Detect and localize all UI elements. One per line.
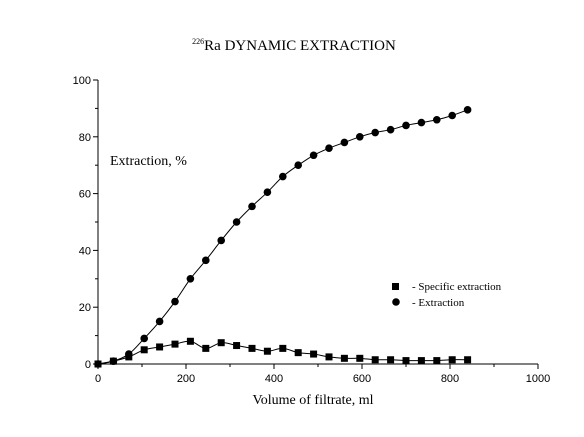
x-axis-label: Volume of filtrate, ml (252, 393, 373, 408)
x-tick-label-600: 600 (353, 373, 371, 385)
y-tick-label-40: 40 (79, 245, 91, 257)
point-extraction (402, 121, 410, 130)
plot-area: 0 200 400 600 800 1000 0 20 40 60 80 100 (73, 75, 551, 385)
point-specific-extraction (233, 342, 241, 350)
legend: - Specific extraction - Extraction (392, 281, 502, 309)
point-extraction (202, 256, 210, 265)
point-specific-extraction (340, 354, 348, 362)
title-main: Ra DYNAMIC EXTRACTION (204, 38, 396, 54)
point-specific-extraction (294, 349, 302, 357)
point-extraction (155, 317, 164, 326)
point-extraction (232, 218, 241, 226)
y-tick-label-80: 80 (79, 132, 91, 144)
extraction-annotation: Extraction, % (110, 154, 187, 169)
point-specific-extraction (433, 357, 441, 365)
series-line-0 (97, 340, 468, 365)
point-extraction (186, 275, 195, 283)
point-specific-extraction (356, 354, 364, 362)
point-extraction (309, 151, 318, 160)
series-line-1 (97, 109, 468, 365)
point-specific-extraction (248, 344, 256, 352)
point-extraction (263, 188, 272, 196)
point-extraction (433, 115, 441, 124)
y-tick-label-60: 60 (79, 189, 91, 201)
legend-marker-specific-extraction (392, 283, 399, 290)
title-superscript: 226 (192, 37, 204, 46)
x-tick-label-200: 200 (177, 373, 195, 385)
point-extraction (294, 161, 303, 169)
point-specific-extraction (448, 356, 456, 364)
point-specific-extraction (387, 356, 395, 364)
point-extraction (463, 106, 472, 114)
point-specific-extraction (140, 346, 148, 354)
point-extraction (448, 111, 457, 120)
x-tick-label-400: 400 (265, 373, 283, 385)
y-tick-label-0: 0 (85, 359, 91, 371)
point-extraction (386, 125, 395, 134)
point-extraction (171, 297, 179, 306)
point-extraction (217, 236, 225, 245)
x-tick-label-0: 0 (95, 373, 101, 385)
point-extraction (279, 172, 287, 181)
point-specific-extraction (402, 357, 410, 365)
point-specific-extraction (279, 344, 287, 352)
point-extraction (325, 144, 333, 152)
point-specific-extraction (171, 340, 179, 348)
point-extraction (340, 138, 349, 147)
x-tick-label-800: 800 (441, 373, 459, 385)
point-extraction (140, 334, 148, 343)
point-extraction (248, 202, 256, 211)
point-extraction (356, 133, 364, 141)
point-specific-extraction (464, 356, 472, 364)
legend-label-specific-extraction: - Specific extraction (412, 281, 502, 293)
point-specific-extraction (186, 337, 194, 345)
point-extraction (109, 357, 118, 365)
y-tick-label-100: 100 (73, 75, 91, 87)
x-tick-label-1000: 1000 (526, 373, 550, 385)
point-specific-extraction (371, 356, 379, 364)
point-extraction (94, 360, 102, 368)
legend-marker-extraction (392, 298, 400, 306)
legend-label-extraction: - Extraction (412, 297, 465, 309)
point-extraction (371, 128, 380, 137)
point-specific-extraction (156, 343, 164, 351)
point-specific-extraction (217, 339, 225, 347)
point-specific-extraction (310, 350, 318, 358)
point-specific-extraction (263, 347, 271, 355)
chart-title: 226Ra DYNAMIC EXTRACTION (192, 37, 396, 54)
y-tick-label-20: 20 (79, 302, 91, 314)
point-extraction (417, 118, 426, 127)
point-extraction (125, 350, 133, 358)
point-specific-extraction (417, 357, 425, 365)
point-specific-extraction (202, 344, 210, 352)
point-specific-extraction (325, 353, 333, 361)
